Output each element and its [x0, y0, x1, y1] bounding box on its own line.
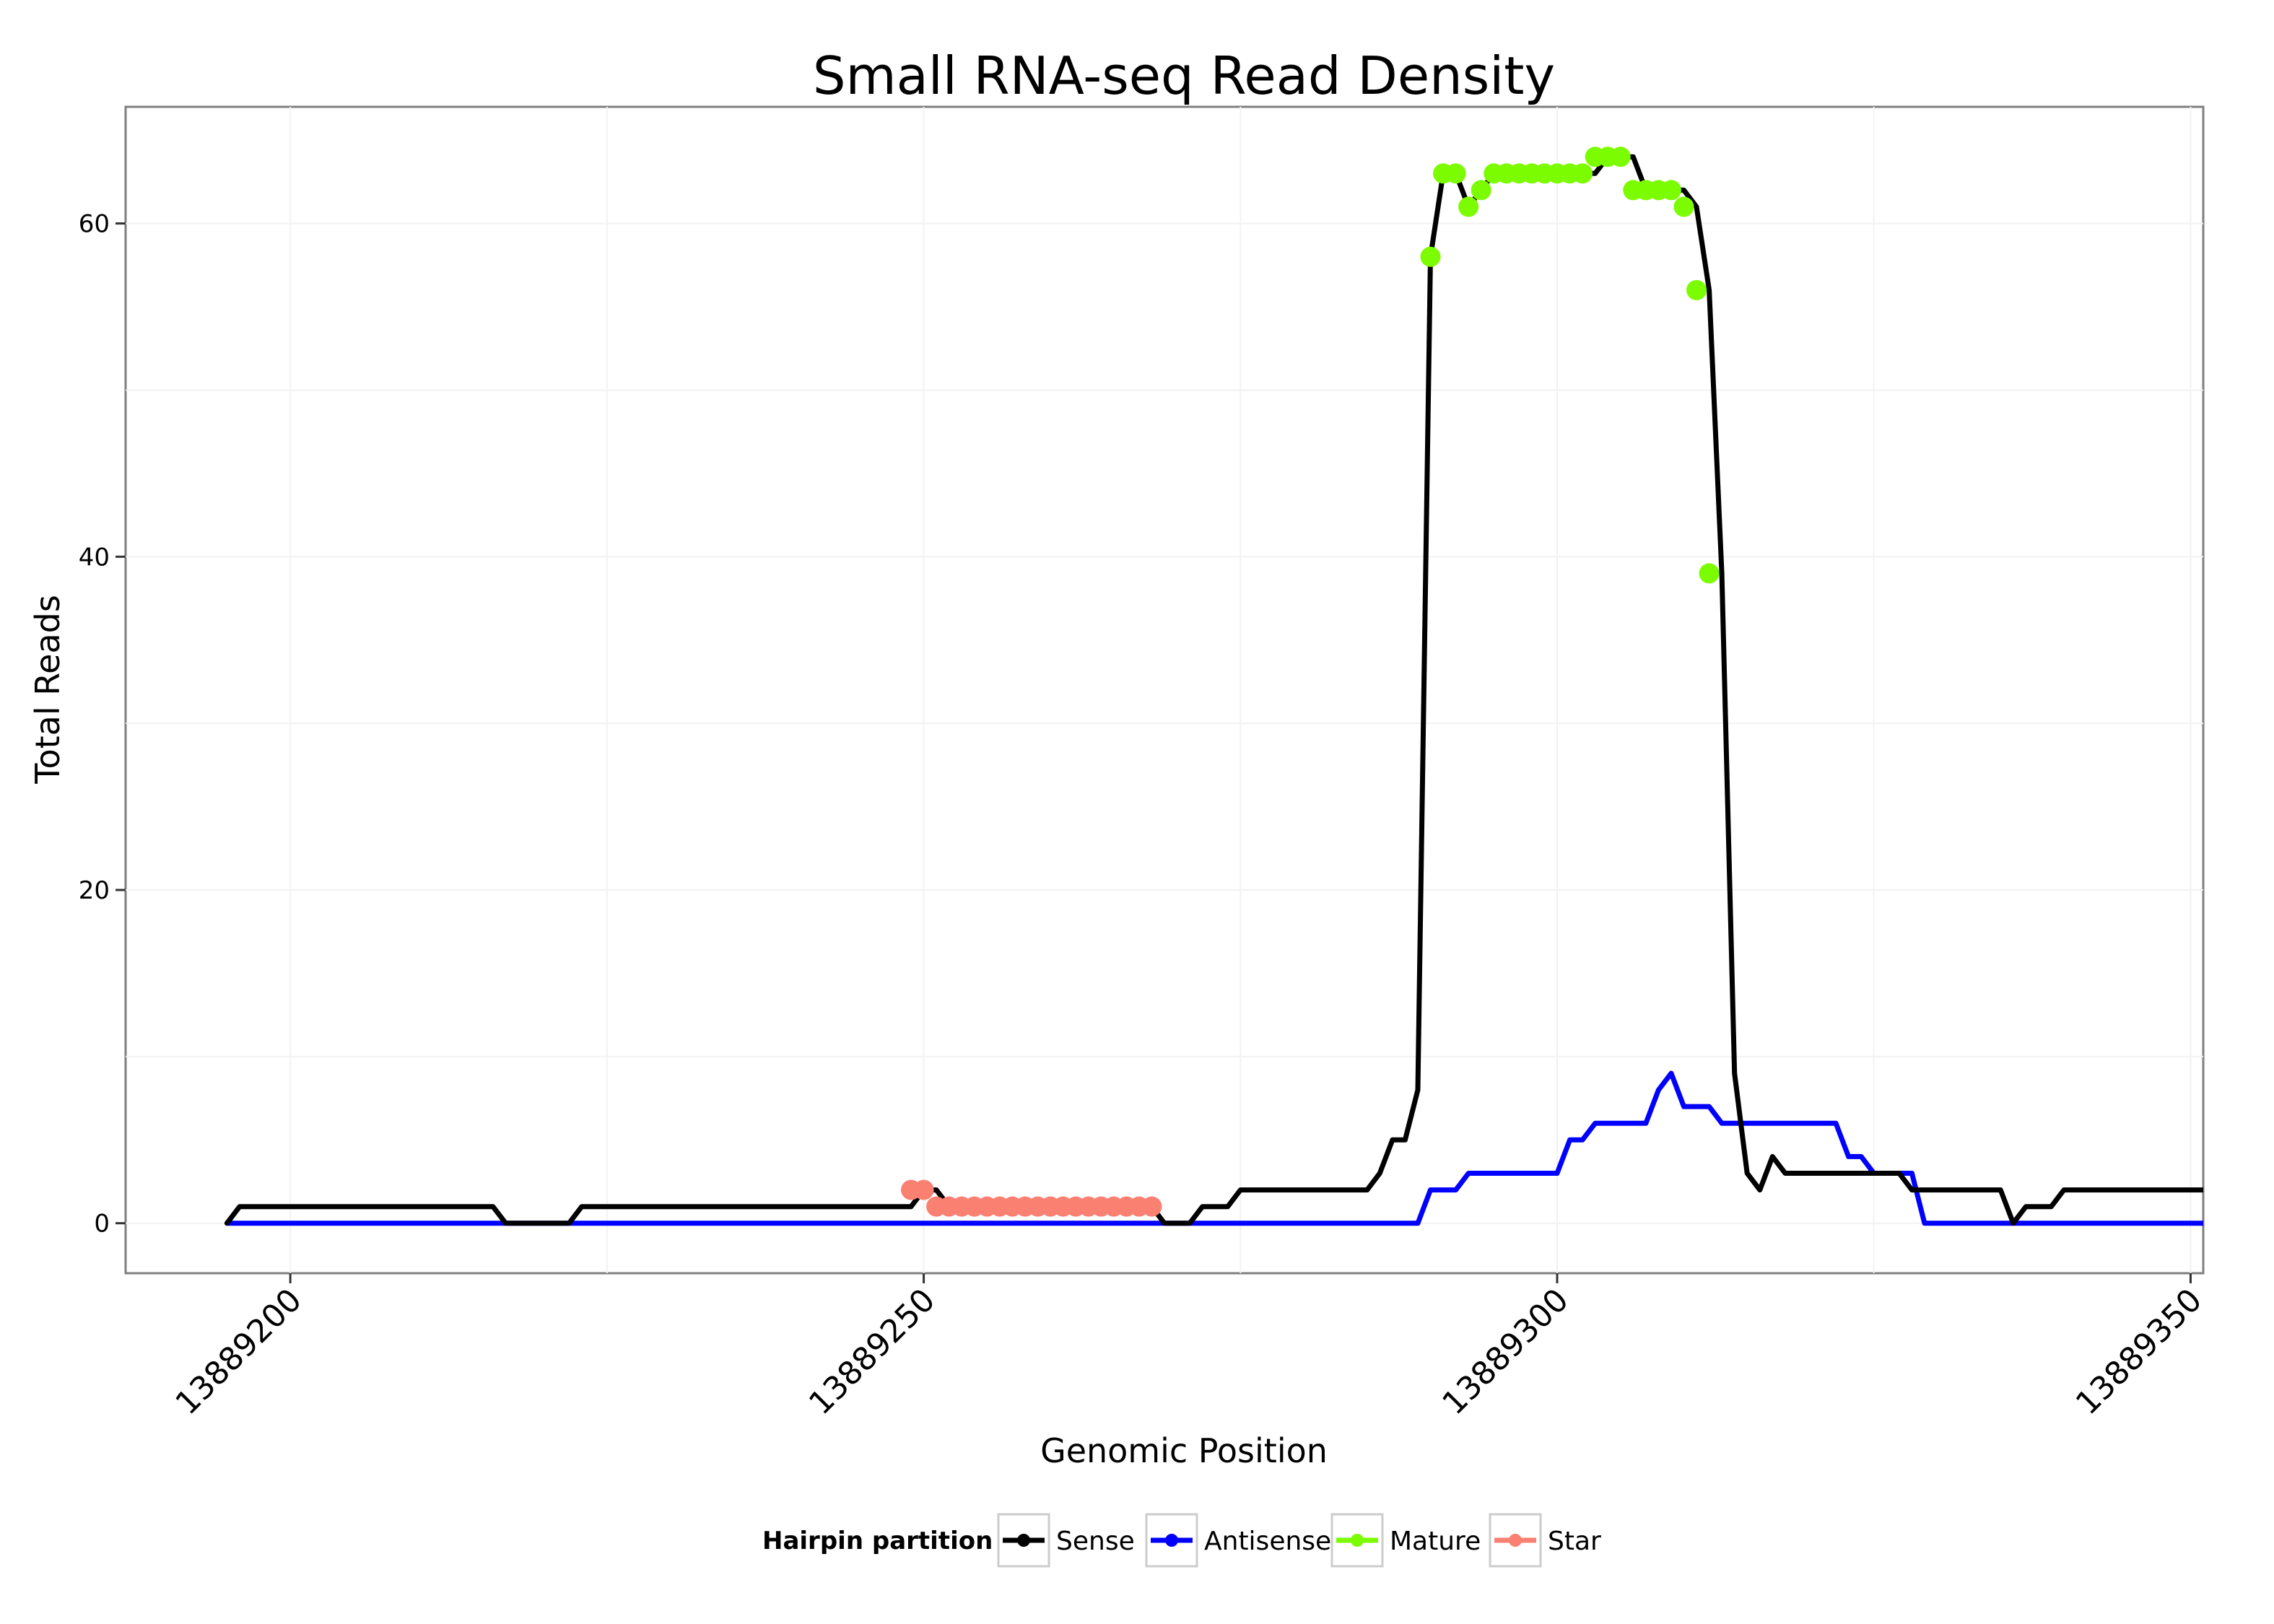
legend-label-mature: Mature	[1390, 1527, 1481, 1556]
x-tick-label: 13889350	[2069, 1282, 2209, 1422]
plot-panel	[124, 105, 2205, 1275]
mature-point	[1673, 196, 1694, 217]
legend-item-antisense: Antisense	[1145, 1513, 1331, 1568]
legend-item-star: Star	[1489, 1513, 1601, 1568]
legend: Hairpin partition Sense Antisense Mature Sta…	[762, 1513, 1601, 1568]
legend-item-mature: Mature	[1330, 1513, 1481, 1568]
chart-title: Small RNA-seq Read Density	[813, 45, 1555, 106]
x-tick-label: 13889200	[168, 1282, 308, 1422]
antisense-line	[224, 1070, 2203, 1226]
x-axis-title: Genomic Position	[1040, 1431, 1328, 1470]
mature-point	[1699, 563, 1720, 584]
mature-point	[1610, 147, 1631, 167]
y-tick-label: 20	[79, 876, 110, 905]
mature-point	[1445, 163, 1466, 184]
series-layer	[224, 147, 2203, 1226]
x-tick-label: 13889250	[802, 1282, 942, 1422]
x-tick-label: 13889300	[1435, 1282, 1575, 1422]
star-point	[913, 1179, 934, 1200]
y-tick-label: 0	[94, 1210, 110, 1239]
legend-item-sense: Sense	[997, 1513, 1135, 1568]
legend-key-point	[1509, 1534, 1522, 1547]
star-point	[1141, 1196, 1162, 1217]
legend-key-point	[1351, 1534, 1364, 1547]
mature-point	[1420, 246, 1441, 267]
y-tick-label: 40	[79, 543, 110, 572]
legend-label-antisense: Antisense	[1204, 1527, 1331, 1556]
legend-label-sense: Sense	[1056, 1527, 1135, 1556]
legend-key-point	[1165, 1534, 1178, 1547]
legend-key-point	[1017, 1534, 1030, 1547]
mature-point	[1458, 196, 1479, 217]
mature-point	[1572, 163, 1593, 184]
y-tick-label: 60	[79, 210, 110, 239]
mature-point	[1660, 180, 1681, 201]
mature-point	[1686, 279, 1707, 300]
legend-title: Hairpin partition	[762, 1527, 993, 1555]
mature-point	[1471, 180, 1491, 201]
y-axis-title: Total Reads	[28, 595, 67, 785]
grid-lines	[126, 107, 2203, 1273]
legend-label-star: Star	[1548, 1527, 1601, 1556]
